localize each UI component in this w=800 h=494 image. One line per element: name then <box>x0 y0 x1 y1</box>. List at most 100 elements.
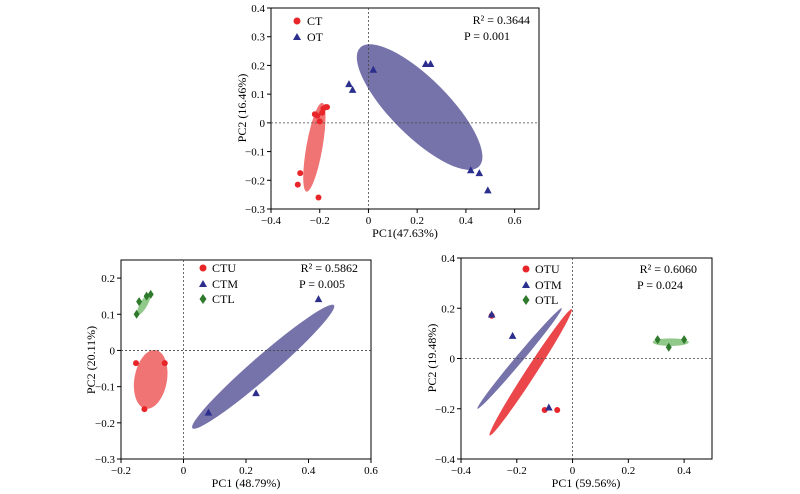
panel-ctu-ctm-ctl: −0.2 0 0.2 0.4 0.6 −0.3−0.2−0.100.10.2 PC1 (… <box>84 259 378 490</box>
x-tick-label: −0.2 <box>310 215 330 227</box>
point-otu <box>554 407 561 414</box>
y-tick-label: 0.2 <box>101 273 115 285</box>
y-tick-label: −0.3 <box>245 204 265 216</box>
p-value-label: P = 0.001 <box>464 29 510 43</box>
ellipse-ct <box>303 102 326 192</box>
r-squared-label: R² = 0.5862 <box>301 261 358 275</box>
point-ct <box>297 170 304 177</box>
legend: OTU OTM OTL <box>522 262 562 307</box>
ellipse-otl <box>652 338 689 346</box>
point-ot <box>369 65 378 73</box>
legend-marker-ot <box>293 33 301 40</box>
legend-marker-ctl <box>199 294 207 304</box>
legend-label-otl: OTL <box>535 293 558 307</box>
y-tick-label: −0.2 <box>95 418 115 430</box>
x-tick-label: 0.2 <box>410 215 424 227</box>
y-tick-label: 0.2 <box>251 60 265 72</box>
y-tick-label: 0 <box>260 118 266 130</box>
x-tick-label: 0.2 <box>239 465 253 477</box>
x-tick-label: 0.2 <box>621 465 635 477</box>
point-ot <box>426 59 435 67</box>
point-ctl <box>147 289 154 299</box>
point-ot <box>466 166 475 174</box>
x-tick-label: 0.4 <box>459 215 473 227</box>
point-ot <box>345 80 353 88</box>
y-axis-label: PC2 (20.11%) <box>84 326 98 394</box>
x-tick-label: −0.2 <box>507 465 527 477</box>
p-value-label: P = 0.024 <box>637 278 683 292</box>
x-tick-label: 0 <box>366 215 372 227</box>
legend-label-ctm: CTM <box>212 277 238 291</box>
legend-label-ct: CT <box>307 14 323 28</box>
legend-label-ot: OT <box>307 30 324 44</box>
point-otl <box>665 342 672 352</box>
x-tick-label: 0 <box>570 465 576 477</box>
x-tick-label: 0.6 <box>508 215 522 227</box>
x-tick-label: 0.4 <box>302 465 316 477</box>
y-tick-label: 0.2 <box>441 303 455 315</box>
x-axis-label: PC1(47.63%) <box>372 226 438 240</box>
point-ct <box>316 118 323 125</box>
plot-frame <box>270 7 540 210</box>
y-tick-label: −0.2 <box>435 404 455 416</box>
point-ctu <box>133 360 139 367</box>
point-ct <box>314 112 321 119</box>
point-ctu <box>161 360 168 367</box>
point-ot <box>475 169 484 177</box>
ellipse-otm <box>477 308 562 409</box>
legend-marker-ct <box>293 17 301 25</box>
point-ctu <box>141 406 148 413</box>
point-ct <box>294 181 301 188</box>
legend-label-ctu: CTU <box>212 261 236 275</box>
x-tick-label: 0.6 <box>364 465 378 477</box>
y-axis-label: PC2 (16.46%) <box>235 74 249 143</box>
y-tick-label: 0 <box>450 354 456 366</box>
x-tick-label: −0.2 <box>111 465 131 477</box>
point-ctm <box>204 408 213 416</box>
y-tick-label: 0.4 <box>441 253 455 265</box>
legend-marker-ctm <box>199 280 207 287</box>
panel-otu-otm-otl: −0.4 −0.2 0 0.2 0.4 −0.4 −0.2 0 0.2 0.4 PC1 (59.… <box>425 253 713 490</box>
x-tick-label: −0.4 <box>451 465 471 477</box>
legend-marker-ctu <box>199 264 207 272</box>
point-otl <box>654 335 661 345</box>
y-tick-label: 0 <box>110 345 116 357</box>
point-ot <box>421 59 430 67</box>
r-squared-label: R² = 0.3644 <box>473 13 530 27</box>
y-axis-label: PC2 (19.48%) <box>425 324 439 393</box>
legend-label-otm: OTM <box>535 278 562 292</box>
point-ot <box>348 85 357 93</box>
y-tick-label: 0.1 <box>101 309 115 321</box>
x-tick-label: −0.4 <box>261 215 281 227</box>
point-otm <box>545 403 553 411</box>
point-ot <box>484 186 492 194</box>
y-tick-label: −0.2 <box>245 175 265 187</box>
y-tick-label: 0.1 <box>251 89 265 101</box>
point-ctl <box>133 309 140 319</box>
point-otm <box>487 310 496 318</box>
y-tick-label: 0.4 <box>251 3 265 15</box>
y-tick-label: −0.1 <box>245 147 265 159</box>
ellipse-ot <box>356 44 483 170</box>
r-squared-label: R² = 0.6060 <box>640 262 697 276</box>
y-tick-label: 0.3 <box>251 32 265 44</box>
ellipse-ctu <box>133 350 168 409</box>
y-tick-label: −0.4 <box>435 454 455 466</box>
legend: CTU CTM CTL <box>199 261 238 306</box>
legend-marker-otm <box>522 281 530 288</box>
y-tick-label: −0.3 <box>95 454 115 466</box>
y-tick-label: −0.1 <box>95 382 115 394</box>
legend-label-ctl: CTL <box>212 292 235 306</box>
point-otm <box>508 331 517 339</box>
point-ctm <box>252 389 260 397</box>
p-value-label: P = 0.005 <box>299 277 345 291</box>
ellipse-otu <box>489 309 572 436</box>
point-ctm <box>314 295 323 303</box>
point-ctl <box>136 297 143 307</box>
panel-ct-ot: −0.4 −0.2 0 0.2 0.4 0.6 −0.3 −0.2 −0.1 0 0.1 0.2 0.… <box>235 3 540 240</box>
x-tick-label: 0 <box>181 465 187 477</box>
point-ct <box>324 104 331 111</box>
point-ct <box>315 194 322 201</box>
x-axis-label: PC1 (59.56%) <box>552 476 621 490</box>
